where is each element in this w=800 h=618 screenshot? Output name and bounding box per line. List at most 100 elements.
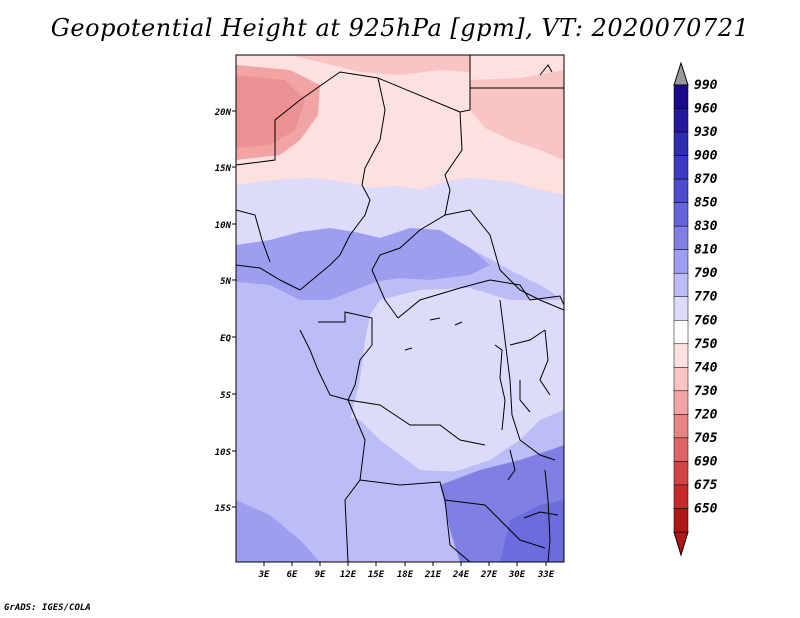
lon-label: 9E xyxy=(315,570,326,580)
lat-labels: 20N 15N 10N 5N EQ 5S 10S 15S xyxy=(214,108,232,514)
height-field xyxy=(236,55,564,562)
coast-gabon xyxy=(299,329,349,401)
lon-labels: 3E 6E 9E 12E 15E 18E 21E 24E 27E 30E 33E xyxy=(258,570,555,580)
field-blue-southwest xyxy=(236,500,320,562)
lon-label: 30E xyxy=(508,570,526,580)
border-car-drc xyxy=(397,279,531,319)
colorbar-swatch xyxy=(673,249,689,274)
lat-label: 15S xyxy=(215,504,232,514)
colorbar-label: 770 xyxy=(694,290,718,305)
lon-label: 6E xyxy=(287,570,298,580)
lat-label: 5S xyxy=(220,391,231,401)
field-blue-darker-corner xyxy=(500,500,564,562)
border-drc-east xyxy=(499,299,556,461)
lat-label: EQ xyxy=(220,334,231,344)
colorbar-label: 810 xyxy=(694,243,718,258)
lat-label: 20N xyxy=(214,108,232,118)
colorbar-swatch xyxy=(673,437,689,462)
colorbar-label: 730 xyxy=(694,384,718,399)
colorbar-swatch xyxy=(673,225,689,250)
colorbar-label: 690 xyxy=(694,454,718,469)
colorbar-swatch xyxy=(673,414,689,439)
colorbar-swatch xyxy=(673,508,689,533)
colorbar: 990 960 930 900 870 850 830 810 790 770 760 750 740 7… xyxy=(673,61,718,557)
field-blue-pale-north xyxy=(236,178,564,300)
colorbar-swatch xyxy=(673,296,689,321)
field-pink-east xyxy=(470,70,564,160)
colorbar-swatch xyxy=(673,484,689,509)
colorbar-bottom-arrow xyxy=(673,531,689,557)
border-angola-zambia xyxy=(359,479,546,549)
colorbar-label: 830 xyxy=(694,219,718,234)
map-frame xyxy=(235,54,565,563)
colorbar-label: 990 xyxy=(694,78,718,93)
border-libya-egypt xyxy=(459,55,471,113)
colorbar-swatch xyxy=(673,202,689,227)
colorbar-label: 900 xyxy=(694,149,718,164)
colorbar-swatch xyxy=(673,84,689,109)
lat-label: 15N xyxy=(215,164,232,174)
colorbar-swatch xyxy=(673,131,689,156)
map-title: Geopotential Height at 925hPa [gpm], VT:… xyxy=(50,14,750,42)
field-blue-pale-congo xyxy=(350,288,564,478)
lon-label: 12E xyxy=(340,570,357,580)
colorbar-label: 960 xyxy=(694,102,718,117)
colorbar-label: 705 xyxy=(694,431,718,446)
colorbar-swatch xyxy=(673,343,689,368)
colorbar-swatch xyxy=(673,155,689,180)
colorbar-swatch xyxy=(673,108,689,133)
colorbar-label: 790 xyxy=(694,266,718,281)
border-niger-chad xyxy=(377,77,463,191)
lake-tanganyika xyxy=(494,344,506,431)
lon-label: 18E xyxy=(397,570,414,580)
colorbar-label: 850 xyxy=(694,196,718,211)
colorbar-label: 750 xyxy=(694,337,718,352)
lon-label: 27E xyxy=(480,570,498,580)
border-zimbabwe xyxy=(523,511,559,519)
lat-label: 10N xyxy=(215,221,232,231)
lat-label: 10S xyxy=(215,448,232,458)
colorbar-label: 930 xyxy=(694,125,718,140)
lon-label: 15E xyxy=(368,570,385,580)
country-borders xyxy=(236,55,564,562)
colorbar-label: 675 xyxy=(694,478,718,493)
border-uganda-north xyxy=(529,295,564,306)
border-mali-niger xyxy=(236,71,386,186)
colorbar-swatch xyxy=(673,461,689,486)
lat-label: 5N xyxy=(220,277,231,287)
colorbar-swatch xyxy=(673,367,689,392)
colorbar-label: 760 xyxy=(694,313,718,328)
colorbar-swatch xyxy=(673,178,689,203)
colorbar-label: 740 xyxy=(694,360,718,375)
coast-gulf-guinea xyxy=(236,264,301,291)
border-nigeria-west xyxy=(299,184,371,291)
border-malawi xyxy=(544,469,551,562)
colorbar-label: 720 xyxy=(694,407,718,422)
colorbar-swatch xyxy=(673,272,689,297)
colorbar-label: 870 xyxy=(694,172,718,187)
lon-ticks xyxy=(263,562,547,566)
lake-mweru xyxy=(507,449,516,481)
lon-label: 3E xyxy=(258,570,270,580)
border-westafrica xyxy=(236,209,271,263)
field-pink-core xyxy=(236,75,305,148)
border-angola-drc xyxy=(347,399,486,446)
border-uganda xyxy=(509,329,546,346)
credit-text: GrADS: IGES/COLA xyxy=(4,603,91,613)
border-kenya xyxy=(539,329,551,396)
lon-label: 21E xyxy=(424,570,442,580)
colorbar-top-arrow xyxy=(673,61,689,86)
coast-red-sea xyxy=(539,64,553,76)
lat-ticks xyxy=(232,110,236,508)
border-chad-car xyxy=(371,189,451,319)
border-zambia-botswana xyxy=(444,499,471,562)
field-blue-mid-band xyxy=(236,228,490,300)
field-pink-north xyxy=(236,55,470,75)
colorbar-swatch xyxy=(673,320,689,345)
border-sudan-car xyxy=(444,209,564,311)
border-rwanda xyxy=(519,380,531,413)
lon-label: 33E xyxy=(537,570,555,580)
river-congo xyxy=(404,317,463,351)
colorbar-label: 650 xyxy=(694,501,718,516)
